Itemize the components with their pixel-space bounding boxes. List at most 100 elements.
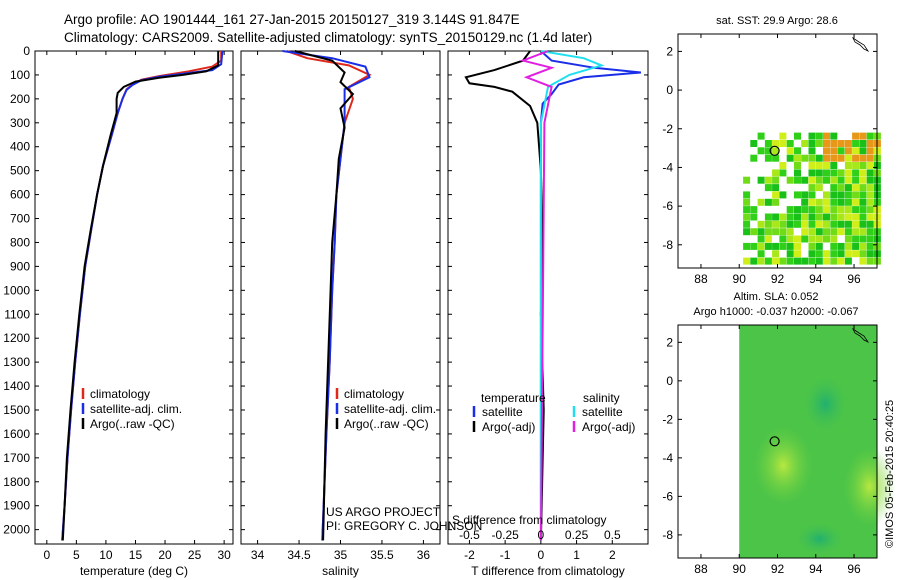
temperature-x-axis-label: temperature (deg C) <box>80 564 188 578</box>
sst-cell <box>764 242 772 250</box>
salinity-x-axis-label: salinity <box>322 564 359 578</box>
sst-cell <box>837 184 845 192</box>
sst-cell <box>743 198 751 206</box>
sst-cell <box>750 140 758 147</box>
sst-map-x-tick-label: 90 <box>733 272 747 286</box>
sst-cell <box>830 184 838 192</box>
sst-cell <box>743 213 751 221</box>
sst-cell <box>786 140 794 147</box>
sst-cell <box>823 220 830 228</box>
depth-tick-label: 900 <box>10 259 30 273</box>
sst-cell <box>866 191 874 199</box>
temperature-legend-entry: satellite-adj. clim. <box>90 402 182 416</box>
sst-cell <box>794 176 801 184</box>
sst-cell <box>837 213 845 221</box>
difference-x-tick-label: -2 <box>464 548 475 562</box>
sst-cell <box>823 257 830 265</box>
sst-cell <box>866 198 874 206</box>
sst-cell <box>837 228 845 236</box>
sst-cell <box>794 213 801 221</box>
sst-cell <box>764 220 772 228</box>
sst-cell <box>830 242 838 250</box>
sst-cell <box>808 162 816 169</box>
sst-cell <box>750 257 758 265</box>
sst-cell <box>852 198 860 206</box>
salinity-legend-entry: climatology <box>344 387 404 401</box>
sst-cell <box>786 213 794 221</box>
sst-cell <box>808 176 816 184</box>
sst-cell <box>844 191 852 199</box>
difference-plot-frame <box>447 50 649 545</box>
sst-cell <box>772 198 780 206</box>
sst-cell <box>859 176 867 184</box>
sst-cell <box>837 147 845 155</box>
sst-cell <box>830 162 838 169</box>
sst-cell <box>830 147 838 155</box>
sst-cell <box>844 257 852 265</box>
sst-map-x-tick-label: 92 <box>771 272 785 286</box>
difference-series-line <box>464 50 545 541</box>
sst-cell <box>786 176 794 184</box>
sst-cell <box>779 191 787 199</box>
difference-legend-entry: satellite <box>582 405 623 419</box>
depth-tick-label: 1100 <box>4 307 30 321</box>
sst-cell <box>823 198 830 206</box>
sst-cell <box>764 235 772 243</box>
sst-cell <box>852 235 860 243</box>
salinity-x-tick-label: 36 <box>417 548 431 562</box>
sst-cell <box>837 242 845 250</box>
sst-cell <box>830 169 838 177</box>
difference-series-line <box>539 50 642 541</box>
sst-cell <box>830 235 838 243</box>
difference-legend-entry: Argo(-adj) <box>482 420 535 434</box>
sst-cell <box>779 235 787 243</box>
sst-cell <box>764 184 772 192</box>
sst-cell <box>844 147 852 155</box>
sst-cell <box>743 176 751 184</box>
sst-cell <box>852 206 860 214</box>
sst-cell <box>757 220 765 228</box>
depth-tick-label: 200 <box>10 92 30 106</box>
sst-cell <box>815 140 823 147</box>
sst-cell <box>844 220 852 228</box>
temperature-x-tick-label: 10 <box>99 548 113 562</box>
sla-low-anomaly <box>795 522 844 555</box>
sst-cell <box>786 257 794 265</box>
sst-cell <box>815 220 823 228</box>
sst-map-x-tick-label: 88 <box>694 272 708 286</box>
sst-cell <box>779 132 787 140</box>
sst-cell <box>859 220 867 228</box>
sst-cell <box>801 140 809 147</box>
sst-cell <box>823 213 830 221</box>
sst-cell <box>837 169 845 177</box>
sst-cell <box>823 250 830 258</box>
sst-cell <box>786 250 794 258</box>
sst-cell <box>815 250 823 258</box>
sst-cell <box>772 140 780 147</box>
sla-low-anomaly <box>803 375 848 432</box>
sst-cell <box>743 228 751 236</box>
sla-map-y-tick-label: 2 <box>666 335 673 349</box>
sst-cell <box>866 228 874 236</box>
sst-cell <box>801 213 809 221</box>
sst-map-y-tick-label: -4 <box>662 160 673 174</box>
temperature-series-line <box>61 51 223 541</box>
sst-cell <box>794 191 801 199</box>
sst-cell <box>779 140 787 147</box>
depth-tick-label: 2000 <box>3 523 30 537</box>
sst-cell <box>844 140 852 147</box>
sst-cell <box>823 228 830 236</box>
sla-map-y-tick-label: -2 <box>662 412 673 426</box>
temperature-legend-entry: climatology <box>90 387 150 401</box>
sst-cell <box>801 228 809 236</box>
sst-cell <box>823 206 830 214</box>
depth-tick-label: 1800 <box>3 475 30 489</box>
sst-cell <box>801 220 809 228</box>
difference-x-axis-label: T difference from climatology <box>471 564 625 578</box>
sst-cell <box>794 206 801 214</box>
depth-tick-label: 1700 <box>3 451 30 465</box>
sst-cell <box>801 206 809 214</box>
sst-cell <box>837 154 845 162</box>
sst-cell <box>823 162 830 169</box>
sst-cell <box>852 184 860 192</box>
